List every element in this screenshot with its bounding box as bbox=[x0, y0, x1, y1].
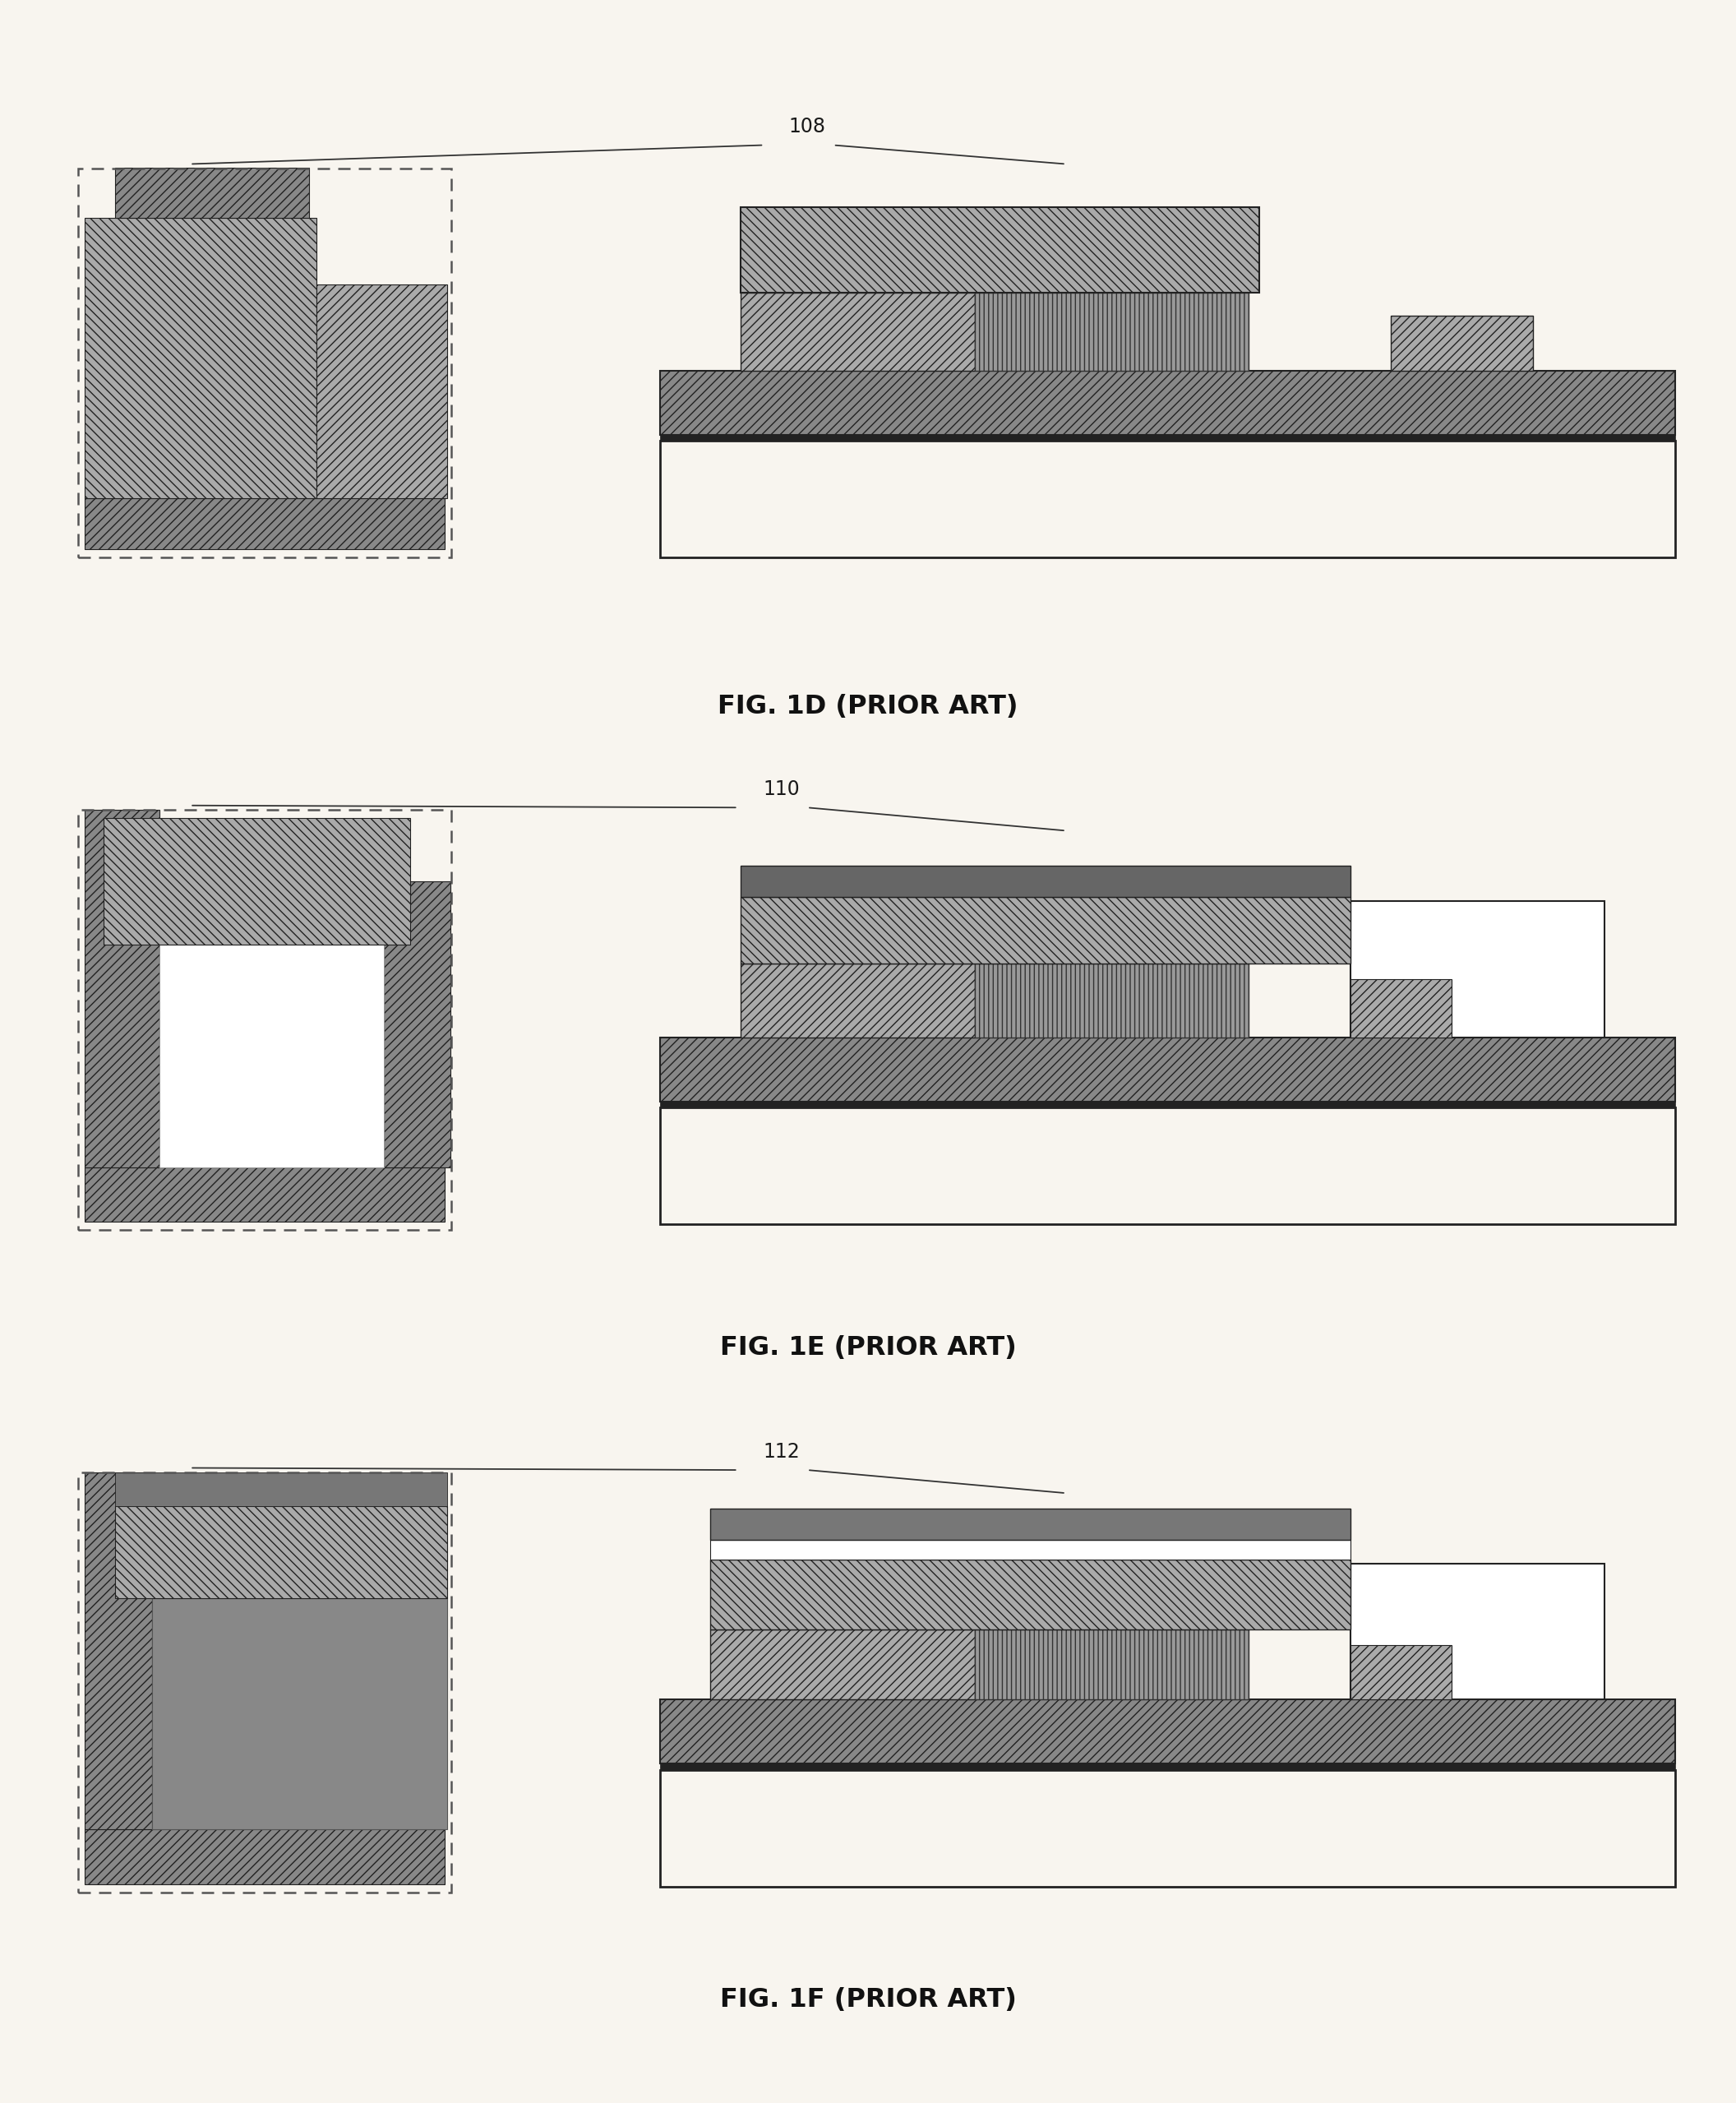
Bar bbox=[115, 1506, 448, 1598]
Bar bbox=[85, 498, 444, 549]
Bar bbox=[660, 370, 1675, 435]
Bar bbox=[85, 219, 316, 498]
Bar bbox=[1351, 900, 1604, 1037]
Bar bbox=[115, 168, 309, 219]
Bar bbox=[1351, 1563, 1604, 1699]
Bar bbox=[1351, 1645, 1451, 1699]
Bar bbox=[1391, 315, 1533, 370]
Bar bbox=[78, 168, 451, 557]
Bar bbox=[741, 292, 974, 370]
Text: 108: 108 bbox=[788, 118, 826, 137]
Bar bbox=[710, 1510, 1351, 1539]
Bar bbox=[741, 898, 1351, 963]
Bar bbox=[78, 810, 451, 1230]
Bar bbox=[85, 810, 160, 1167]
Bar bbox=[660, 1764, 1675, 1771]
Bar bbox=[153, 1598, 448, 1830]
Bar bbox=[85, 1167, 444, 1222]
Bar bbox=[316, 284, 448, 498]
Bar bbox=[115, 1472, 448, 1506]
Bar bbox=[710, 1560, 1351, 1630]
Bar bbox=[1351, 978, 1451, 1037]
Bar bbox=[104, 818, 410, 944]
Text: 110: 110 bbox=[762, 780, 800, 799]
Bar bbox=[974, 963, 1248, 1037]
Text: 112: 112 bbox=[762, 1443, 800, 1462]
Bar bbox=[741, 208, 1259, 292]
Bar bbox=[710, 1539, 1351, 1560]
Bar bbox=[974, 1630, 1248, 1699]
Bar bbox=[741, 963, 974, 1037]
Bar bbox=[710, 1630, 974, 1699]
Bar bbox=[160, 944, 384, 1167]
Bar bbox=[660, 442, 1675, 557]
Bar bbox=[660, 1037, 1675, 1102]
Bar bbox=[660, 1106, 1675, 1224]
Bar bbox=[85, 1472, 153, 1830]
Bar bbox=[384, 881, 451, 1167]
Bar bbox=[660, 1771, 1675, 1886]
Bar bbox=[660, 1102, 1675, 1106]
Text: FIG. 1E (PRIOR ART): FIG. 1E (PRIOR ART) bbox=[720, 1335, 1016, 1361]
Bar bbox=[660, 1699, 1675, 1764]
Bar bbox=[85, 1830, 444, 1884]
Bar bbox=[660, 435, 1675, 442]
Text: FIG. 1D (PRIOR ART): FIG. 1D (PRIOR ART) bbox=[717, 694, 1019, 719]
Bar bbox=[741, 866, 1351, 898]
Bar bbox=[78, 1472, 451, 1893]
Text: FIG. 1F (PRIOR ART): FIG. 1F (PRIOR ART) bbox=[720, 1987, 1016, 2013]
Bar bbox=[974, 292, 1248, 370]
